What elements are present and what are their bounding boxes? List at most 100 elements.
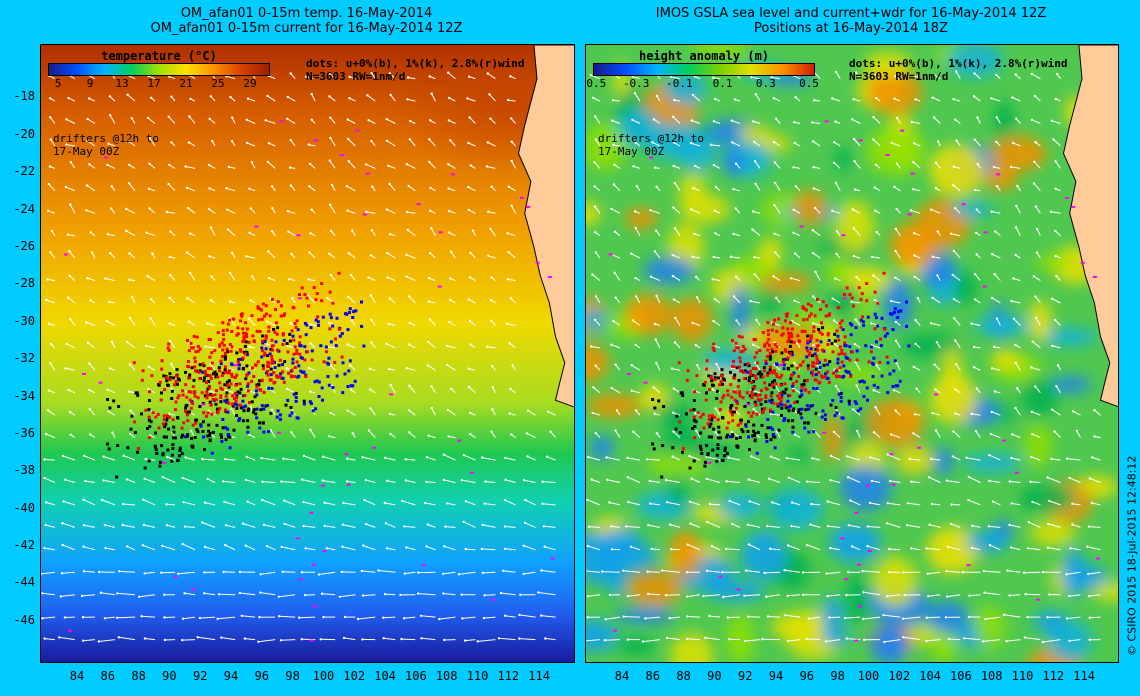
drifter-dot	[797, 410, 801, 414]
current-vector-head	[965, 456, 968, 459]
current-vector	[623, 570, 640, 573]
current-vector-head	[902, 571, 905, 574]
current-vector	[463, 521, 476, 528]
current-vector	[1011, 502, 1021, 506]
current-vector	[855, 72, 861, 79]
current-vector-head	[1010, 502, 1013, 505]
current-vector	[773, 141, 781, 147]
drifter-dot	[839, 391, 843, 395]
current-vector-head	[487, 210, 490, 213]
current-vector-head	[267, 277, 271, 280]
drifter-dot	[862, 395, 866, 398]
current-vector-head	[733, 98, 737, 101]
current-vector	[348, 160, 356, 169]
current-vector	[835, 182, 841, 192]
current-vector-head	[651, 141, 654, 144]
current-vector-head	[201, 521, 204, 524]
current-vector	[430, 227, 436, 236]
current-vector-head	[655, 294, 658, 298]
current-vector	[767, 525, 781, 528]
current-vector-head	[893, 185, 896, 189]
current-vector-head	[810, 502, 813, 506]
drifter-dot	[158, 460, 162, 464]
drifter-dot	[732, 360, 735, 363]
current-vector	[670, 76, 681, 80]
current-vector-head	[49, 97, 52, 100]
current-vector-head	[612, 99, 615, 102]
observed-drifter	[320, 484, 325, 487]
drifter-dot	[270, 344, 274, 348]
current-vector-head	[890, 299, 893, 303]
current-vector-head	[522, 544, 525, 547]
current-vector-head	[854, 361, 857, 364]
current-vector	[807, 544, 821, 551]
drifter-dot	[352, 310, 356, 314]
drifter-dot	[720, 374, 723, 378]
current-vector-head	[386, 251, 389, 255]
current-vector-head	[309, 428, 312, 432]
current-vector-head	[129, 409, 132, 412]
current-vector-head	[185, 390, 188, 393]
current-vector-head	[626, 456, 629, 460]
drifter-dot	[768, 399, 772, 403]
current-vector-head	[915, 387, 918, 390]
current-vector	[1051, 120, 1061, 124]
drifter-dot	[820, 332, 824, 336]
drifter-dot	[196, 349, 200, 353]
drifter-dot	[894, 384, 898, 388]
current-vector-head	[469, 251, 472, 254]
current-vector	[41, 571, 55, 575]
sla-blob	[966, 530, 1010, 553]
drifter-dot	[314, 407, 318, 411]
drifter-dot	[789, 352, 792, 356]
drifter-dot	[715, 397, 719, 400]
drifter-dot	[288, 332, 292, 336]
drifter-dot	[246, 409, 250, 412]
current-vector	[439, 616, 456, 620]
current-vector-head	[290, 252, 293, 256]
drifter-dot	[290, 411, 294, 415]
drifter-dot	[763, 369, 766, 373]
current-vector-head	[107, 142, 110, 145]
drifter-dot	[807, 407, 811, 411]
drifter-dot	[790, 353, 794, 357]
current-vector	[504, 499, 516, 506]
observed-drifter	[840, 537, 845, 540]
drifter-dot	[229, 349, 233, 353]
current-vector-head	[224, 524, 228, 527]
current-vector	[853, 138, 861, 147]
drifter-dot	[738, 360, 742, 364]
current-vector-head	[147, 365, 150, 368]
drifter-dot	[795, 379, 799, 383]
drifter-dot	[148, 390, 151, 394]
current-vector-head	[483, 502, 486, 505]
drifter-dot	[815, 361, 819, 365]
current-vector	[505, 457, 516, 461]
current-vector-head	[405, 367, 409, 370]
current-vector-head	[203, 545, 207, 549]
current-vector-head	[793, 361, 796, 365]
current-vector-head	[203, 592, 206, 595]
drifter-dot	[294, 399, 298, 403]
drifter-dot	[831, 398, 835, 402]
current-vector-head	[416, 592, 420, 595]
current-vector-head	[280, 545, 283, 549]
drifter-dot	[768, 365, 772, 369]
drifter-dot	[799, 412, 803, 416]
current-vector-head	[104, 546, 107, 550]
drifter-dot	[787, 409, 791, 413]
drifter-dot	[795, 314, 799, 318]
current-vector-head	[862, 591, 865, 594]
drifter-dot	[859, 318, 863, 322]
current-vector	[311, 93, 316, 102]
current-vector	[378, 570, 396, 573]
current-vector-head	[610, 525, 613, 528]
drifter-dot	[708, 425, 712, 429]
colorbar-tick-label: -0.5	[586, 77, 607, 90]
current-vector	[245, 545, 256, 551]
drifter-dot	[750, 381, 754, 385]
current-vector	[655, 362, 661, 371]
current-vector-head	[490, 430, 493, 433]
current-vector-head	[792, 208, 795, 211]
current-vector-head	[1035, 251, 1039, 254]
